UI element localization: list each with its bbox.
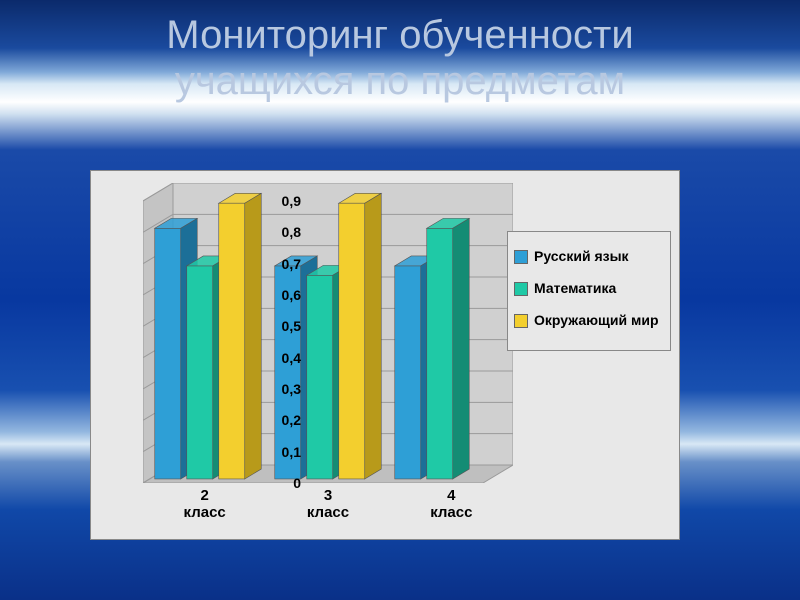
y-tick-label: 0,4 bbox=[282, 350, 301, 366]
legend-swatch bbox=[514, 282, 528, 296]
legend-label: Русский язык bbox=[534, 248, 629, 264]
legend-item: Математика bbox=[514, 280, 664, 296]
y-tick-label: 0,3 bbox=[282, 381, 301, 397]
legend-label: Окружающий мир bbox=[534, 312, 659, 328]
slide-title: Мониторинг обученности учащихся по предм… bbox=[0, 12, 800, 104]
x-axis-label: 3класс bbox=[266, 487, 389, 522]
title-line-2: учащихся по предметам bbox=[175, 59, 625, 103]
x-axis-label: 2класс bbox=[143, 487, 266, 522]
y-tick-label: 0,9 bbox=[282, 193, 301, 209]
title-line-1: Мониторинг обученности bbox=[166, 13, 633, 57]
y-tick-label: 0,2 bbox=[282, 412, 301, 428]
x-axis-label: 4класс bbox=[390, 487, 513, 522]
y-tick-label: 0,8 bbox=[282, 224, 301, 240]
chart-svg bbox=[143, 183, 513, 483]
y-tick-label: 0,1 bbox=[282, 444, 301, 460]
legend-swatch bbox=[514, 314, 528, 328]
legend-item: Русский язык bbox=[514, 248, 664, 264]
legend-item: Окружающий мир bbox=[514, 312, 664, 328]
legend-swatch bbox=[514, 250, 528, 264]
slide: Мониторинг обученности учащихся по предм… bbox=[0, 0, 800, 600]
y-tick-label: 0,7 bbox=[282, 256, 301, 272]
chart-plot bbox=[143, 183, 513, 483]
chart-legend: Русский язык Математика Окружающий мир bbox=[507, 231, 671, 351]
y-tick-label: 0,5 bbox=[282, 318, 301, 334]
legend-label: Математика bbox=[534, 280, 616, 296]
y-tick-label: 0,6 bbox=[282, 287, 301, 303]
chart-container: 00,10,20,30,40,50,60,70,80,9 2класс3клас… bbox=[90, 170, 680, 540]
x-axis-labels: 2класс3класс4класс bbox=[143, 487, 513, 522]
